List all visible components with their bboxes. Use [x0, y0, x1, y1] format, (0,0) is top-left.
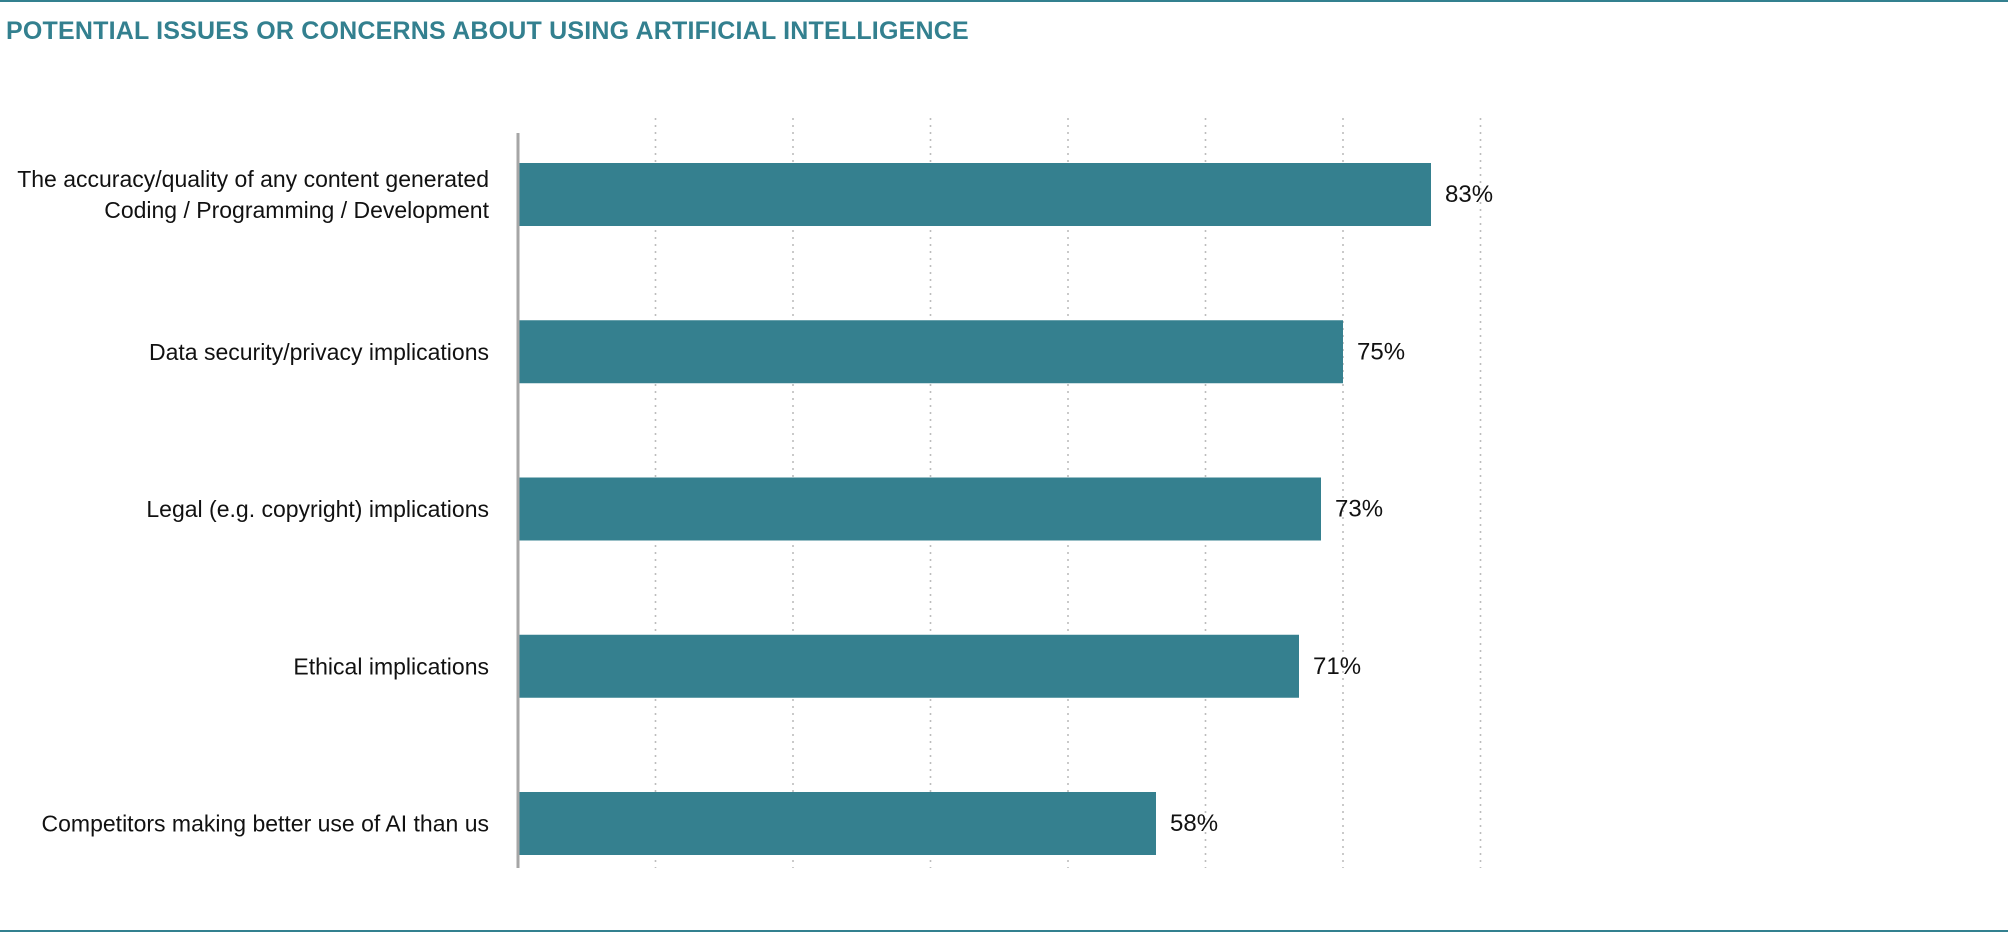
data-label: 58%: [1170, 810, 1218, 837]
top-rule: [0, 0, 2008, 2]
bottom-rule: [0, 930, 2008, 932]
category-label: Data security/privacy implications: [149, 339, 489, 365]
category-label: Legal (e.g. copyright) implications: [146, 496, 489, 522]
category-label: The accuracy/quality of any content gene…: [17, 166, 489, 223]
gridlines: [654, 118, 1482, 868]
bars: [518, 163, 1431, 855]
category-label: Ethical implications: [293, 653, 489, 679]
bar: [518, 163, 1431, 226]
data-label: 73%: [1335, 496, 1383, 523]
data-label: 83%: [1445, 181, 1493, 208]
bar: [518, 477, 1321, 541]
bar: [518, 792, 1156, 855]
data-label: 75%: [1357, 338, 1405, 365]
chart-title: POTENTIAL ISSUES OR CONCERNS ABOUT USING…: [6, 17, 969, 45]
bar: [518, 320, 1343, 384]
data-label: 71%: [1313, 653, 1361, 680]
bar: [518, 634, 1299, 698]
category-label: Competitors making better use of AI than…: [42, 811, 489, 837]
labels: 83% The accuracy/quality of any content g…: [17, 166, 1493, 837]
